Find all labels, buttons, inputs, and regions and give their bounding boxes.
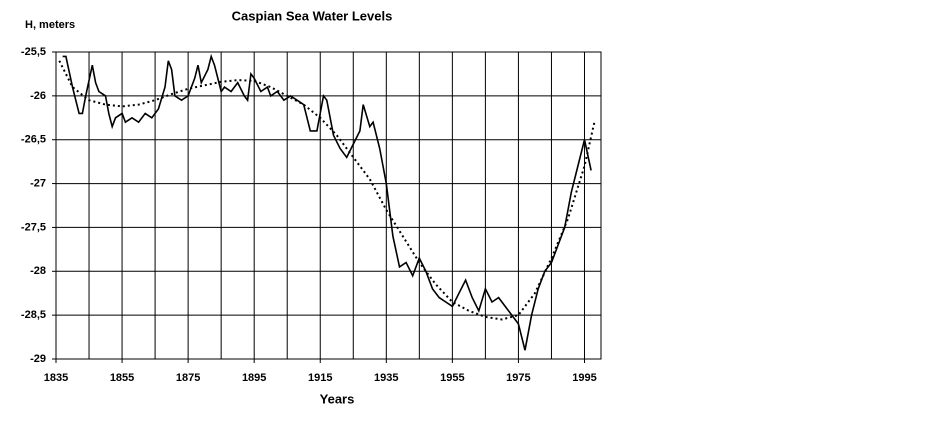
y-tick-label: -26 bbox=[30, 90, 46, 102]
plot-area bbox=[55, 51, 602, 360]
y-tick-label: -28 bbox=[30, 265, 46, 277]
y-tick-label: -27,5 bbox=[21, 221, 46, 233]
x-tick-label: 1915 bbox=[308, 372, 332, 384]
y-axis-label: H, meters bbox=[25, 19, 75, 31]
y-tick-label: -26,5 bbox=[21, 134, 46, 146]
y-tick-label: -29 bbox=[30, 353, 46, 365]
x-tick-label: 1935 bbox=[374, 372, 398, 384]
x-axis-label: Years bbox=[320, 391, 355, 406]
y-tick-label: -25,5 bbox=[21, 46, 46, 58]
y-tick-label: -28,5 bbox=[21, 309, 46, 321]
x-tick-label: 1895 bbox=[242, 372, 266, 384]
x-tick-label: 1875 bbox=[176, 372, 200, 384]
y-tick-label: -27 bbox=[30, 177, 46, 189]
x-tick-label: 1975 bbox=[506, 372, 530, 384]
x-tick-label: 1835 bbox=[44, 372, 68, 384]
data-line bbox=[58, 60, 596, 321]
chart-title: Caspian Sea Water Levels bbox=[232, 8, 393, 23]
x-tick-label: 1995 bbox=[572, 372, 596, 384]
x-tick-label: 1855 bbox=[110, 372, 134, 384]
x-tick-label: 1955 bbox=[440, 372, 464, 384]
